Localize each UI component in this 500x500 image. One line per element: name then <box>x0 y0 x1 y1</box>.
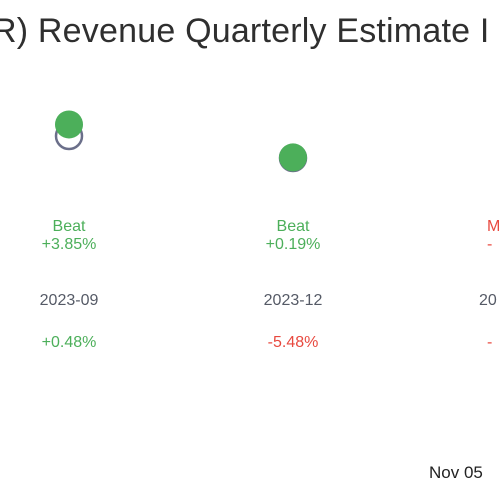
actual-marker-1 <box>279 143 307 172</box>
date-label-1: 2023-12 <box>263 292 323 309</box>
change-label-2: - <box>487 334 493 351</box>
chart-title: R) Revenue Quarterly Estimate I <box>0 12 490 50</box>
status-label-1: Beat <box>276 218 310 235</box>
change-label-1: -5.48% <box>267 334 319 351</box>
actual-marker-0 <box>55 110 83 139</box>
footer-date: Nov 05 <box>429 463 483 482</box>
status-label-0: Beat <box>52 218 86 235</box>
surprise-label-1: +0.19% <box>265 236 321 253</box>
change-label-0: +0.48% <box>41 334 97 351</box>
date-label-0: 2023-09 <box>39 292 99 309</box>
surprise-label-0: +3.85% <box>41 236 97 253</box>
surprise-label-2: - <box>487 236 493 253</box>
status-label-2: M <box>487 218 500 235</box>
date-label-2: 20 <box>479 292 497 309</box>
